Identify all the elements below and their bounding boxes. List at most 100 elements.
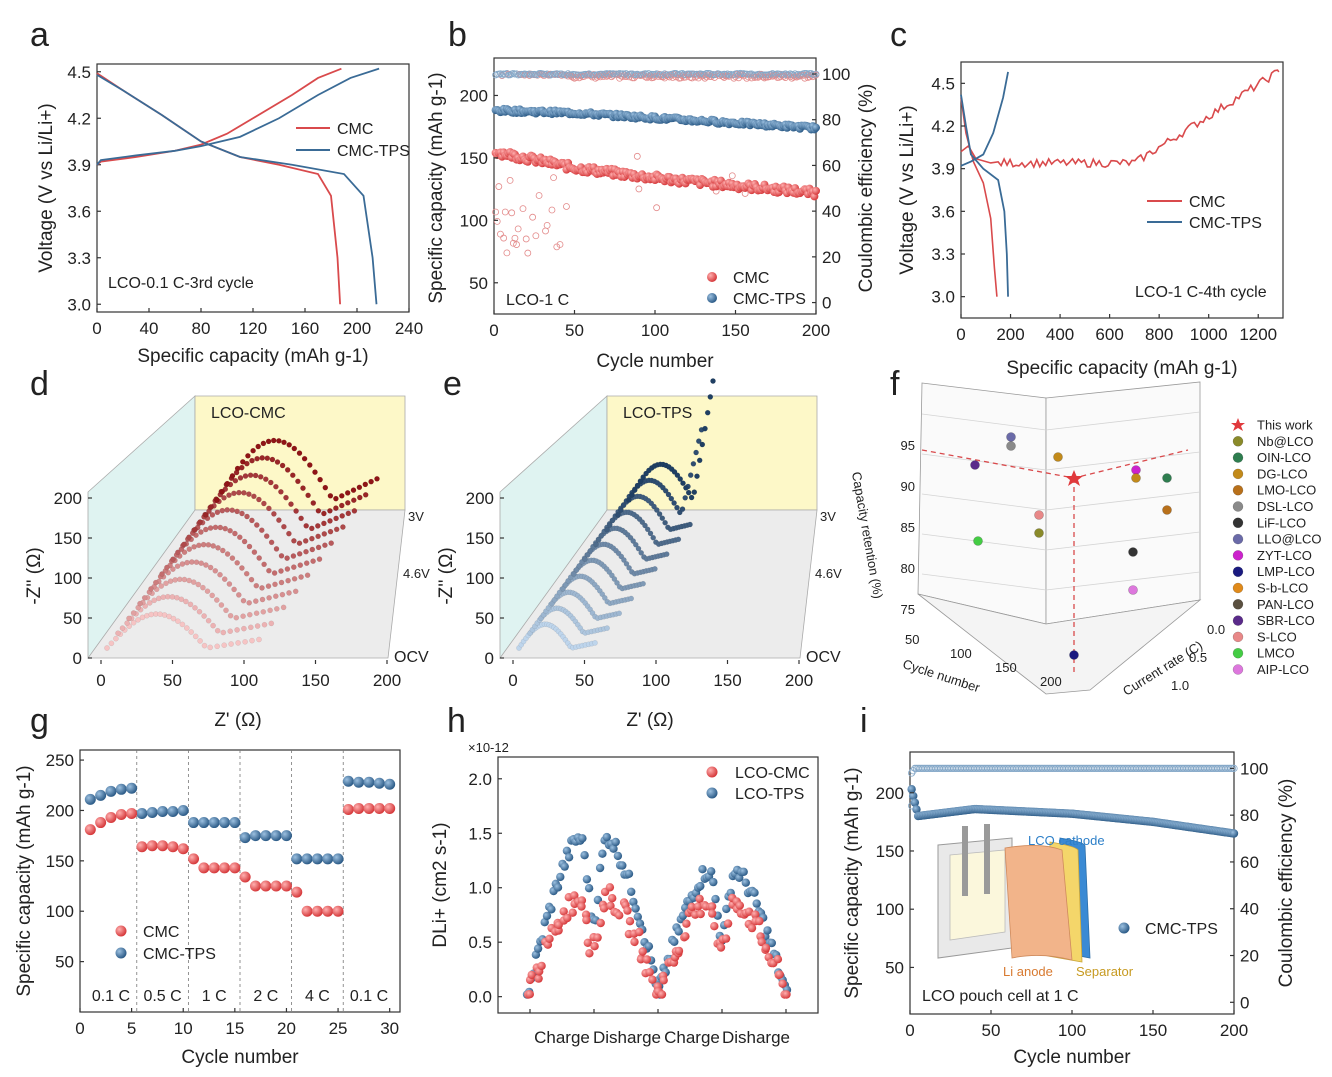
f-x-ticks: 50 100 150 200: [905, 632, 1062, 689]
e-point: [621, 557, 627, 563]
b-ce-cmc-point: [532, 232, 540, 240]
f-z-tick-label: 95: [901, 438, 915, 453]
f-legend-marker: [1232, 533, 1244, 545]
d-point: [224, 551, 231, 557]
d-x-tick-label: 0: [96, 671, 105, 690]
b-x-tick-label: 100: [641, 321, 669, 340]
h-point-cmc: [534, 974, 543, 983]
e-point: [549, 600, 555, 607]
i-x-tick-label: 50: [982, 1021, 1001, 1040]
d-point: [158, 583, 165, 589]
b-ce-cmc-point: [500, 234, 508, 242]
d-point: [256, 555, 263, 561]
e-point: [629, 492, 635, 498]
h-point-cmc: [657, 990, 667, 999]
e-point: [565, 578, 571, 584]
e-point: [679, 506, 686, 512]
f-point: [1034, 510, 1044, 520]
c-line-cmc-discharge: [960, 97, 998, 297]
d-point: [284, 566, 291, 572]
d-point: [272, 593, 279, 600]
g-point-tps: [270, 830, 282, 842]
b-ce-cmc-point: [550, 174, 557, 182]
a-series: [96, 67, 380, 305]
g-x-tick-label: 25: [329, 1019, 348, 1038]
e-point: [593, 541, 599, 548]
d-point: [291, 538, 297, 544]
d-point: [214, 509, 221, 516]
a-annotation: LCO-0.1 C-3rd cycle: [108, 275, 254, 292]
f-legend-marker: [1232, 484, 1244, 496]
a-y-tick-label: 4.2: [67, 109, 91, 128]
b-ce-cmc-point: [678, 72, 686, 80]
b-y2-tick-label: 20: [822, 248, 841, 267]
f-point: [1131, 465, 1141, 475]
f-floor: [917, 593, 1202, 695]
c-x-tick-label: 200: [996, 325, 1024, 344]
b-ce-cmc-point: [633, 152, 641, 160]
d-point: [239, 510, 245, 517]
d-point: [280, 604, 287, 611]
h-point-tps: [613, 851, 623, 861]
a-x-tick-label: 160: [291, 319, 319, 338]
d-point: [314, 523, 321, 529]
b-ce-cmc-point: [564, 72, 572, 80]
d-point: [203, 562, 209, 568]
d-curves: [104, 437, 380, 651]
b-legend-marker-tps: [707, 293, 717, 303]
d-point: [333, 515, 339, 522]
b-y-tick-label: 200: [460, 86, 488, 105]
e-point: [696, 438, 702, 444]
c-line-tps-charge: [960, 71, 1009, 167]
panel-label-b: b: [448, 16, 467, 54]
g-point-tps: [219, 817, 231, 829]
d-point: [279, 462, 286, 469]
h-point-cmc: [674, 946, 684, 956]
i-legend-tps: CMC-TPS: [1145, 921, 1218, 938]
d-point: [258, 527, 265, 534]
f-point: [1128, 585, 1138, 595]
d-point: [201, 613, 207, 619]
f-legend-label: This work: [1257, 418, 1313, 433]
g-point-tps: [167, 805, 179, 817]
e-point: [654, 507, 660, 513]
g-point-tps: [229, 817, 241, 829]
g-dividers: [136, 750, 344, 1012]
i-cap-point: [910, 798, 920, 807]
b-ce-cmc-point: [616, 74, 623, 82]
d-point: [362, 491, 369, 498]
d-point: [108, 640, 115, 647]
d-point: [205, 542, 212, 548]
b-x-tick-label: 50: [565, 321, 584, 340]
g-legend-marker-tps: [115, 947, 127, 959]
h-point-tps: [627, 887, 636, 896]
h-point-cmc: [583, 938, 592, 947]
g-point-tps: [136, 807, 148, 819]
h-point-tps: [624, 869, 634, 878]
d-point: [163, 580, 169, 587]
h-point-cmc: [606, 901, 615, 910]
e-point: [571, 571, 577, 577]
h-point-cmc: [755, 916, 764, 926]
b-ce-cmc-point: [653, 204, 661, 212]
a-x-ticks: 0 40 80 120 160 200 240: [92, 308, 423, 338]
b-ce-cmc-point: [519, 205, 527, 213]
b-annotation: LCO-1 C: [506, 292, 569, 309]
g-point-cmc: [157, 840, 169, 852]
a-line-cmc-tps-charge: [96, 67, 380, 166]
c-y-tick-label: 3.0: [931, 288, 955, 307]
b-y-ticks: 50 100 150 200: [460, 86, 498, 293]
h-point-cmc: [773, 955, 783, 964]
b-legend-tps: CMC-TPS: [733, 291, 806, 308]
f-legend-label: DSL-LCO: [1257, 499, 1313, 514]
e-point: [576, 563, 583, 569]
b-ce-tps-point: [534, 71, 541, 79]
h-point-cmc: [782, 990, 791, 999]
f-legend-label: LLO@LCO: [1257, 532, 1322, 547]
b-ce-cmc-point: [788, 74, 796, 82]
h-y-ticks: 0.0 0.5 1.0 1.5 2.0: [468, 770, 502, 1007]
d-point: [242, 473, 249, 479]
g-x-tick-label: 10: [174, 1019, 193, 1038]
e-depth-ocv: OCV: [806, 649, 841, 666]
e-point: [631, 487, 638, 494]
